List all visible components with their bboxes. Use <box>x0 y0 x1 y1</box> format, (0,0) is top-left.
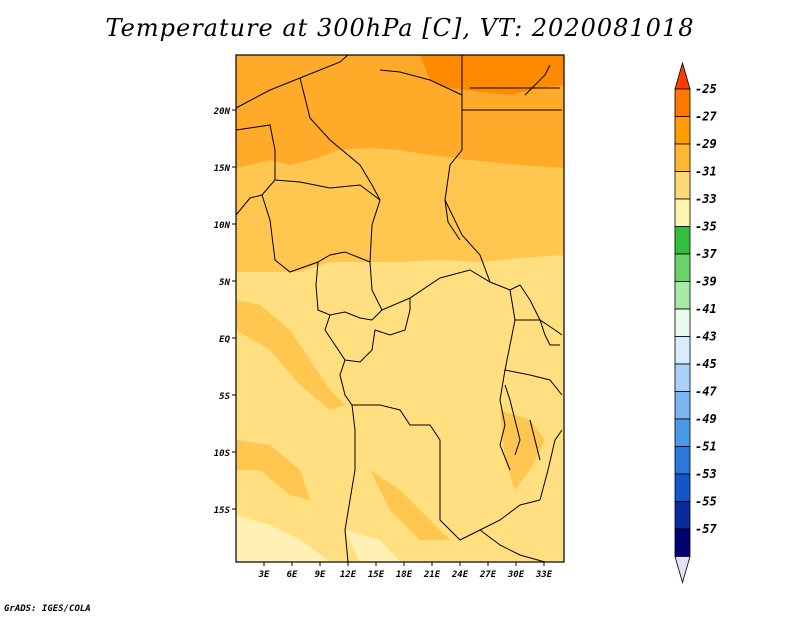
colorbar-segment <box>674 418 691 447</box>
border-drc-east <box>499 289 516 471</box>
border-tanzania <box>504 369 563 396</box>
border-niger <box>274 179 381 263</box>
colorbar-segment <box>674 88 691 117</box>
lon-label-6e: 6E <box>287 570 298 580</box>
colorbar-segment <box>674 281 691 310</box>
lon-label-9e: 9E <box>315 570 326 580</box>
colorbar: -25 -27 -29 -31 -33 -35 -37 -39 -41 -43 -45 -47 -49 -… <box>674 61 717 584</box>
lon-label-21e: 21E <box>423 570 441 580</box>
lat-label-5s: 5S <box>219 392 230 402</box>
lon-label-24e: 24E <box>451 570 469 580</box>
colorbar-label: -55 <box>695 495 717 509</box>
lat-label-eq: EQ <box>219 335 230 345</box>
field-streak-3 <box>370 470 450 540</box>
lat-label-20n: 20N <box>213 107 231 117</box>
field-streak-4 <box>500 410 545 490</box>
lat-label-10n: 10N <box>214 221 231 231</box>
colorbar-label: -41 <box>695 302 717 316</box>
border-egypt <box>461 55 562 111</box>
colorbar-segment <box>674 116 691 145</box>
border-red-sea <box>524 64 551 96</box>
lat-label-5n: 5N <box>219 278 230 288</box>
colorbar-label: -27 <box>695 110 717 124</box>
colorbar-segment <box>674 501 691 530</box>
border-libya-chad <box>379 69 463 241</box>
lon-label-30e: 30E <box>507 570 525 580</box>
lat-label-10s: 10S <box>214 449 231 459</box>
lat-label-15s: 15S <box>214 506 231 516</box>
grads-credit: GrADS: IGES/COLA <box>4 604 91 614</box>
lon-label-33e: 33E <box>535 570 553 580</box>
colorbar-label: -35 <box>695 220 717 234</box>
temperature-fields <box>236 55 564 562</box>
lon-label-12e: 12E <box>340 570 357 580</box>
colorbar-segment <box>674 391 691 420</box>
border-mozambique <box>539 429 563 501</box>
plot-frame <box>235 54 565 563</box>
lon-label-18e: 18E <box>396 570 413 580</box>
colorbar-segment <box>674 226 691 255</box>
map-title: Temperature at 300hPa [C], VT: 202008101… <box>105 14 695 42</box>
border-drc-west <box>339 359 441 470</box>
colorbar-segment <box>674 253 691 282</box>
colorbar-label: -43 <box>695 330 717 344</box>
colorbar-label: -51 <box>695 440 717 454</box>
colorbar-segment <box>674 171 691 200</box>
lon-label-27e: 27E <box>479 570 497 580</box>
field-streak-1 <box>236 300 345 410</box>
border-chad-sudan <box>444 199 491 283</box>
colorbar-segment <box>674 363 691 392</box>
colorbar-label: -25 <box>695 82 717 96</box>
colorbar-segment <box>674 198 691 227</box>
field-band-27 <box>420 55 564 95</box>
border-nigeria <box>261 194 371 273</box>
colorbar-label: -57 <box>695 522 717 536</box>
lon-label-3e: 3E <box>258 570 270 580</box>
field-band-35b <box>345 530 400 562</box>
field-band-35 <box>236 515 330 562</box>
border-lake-1 <box>504 384 521 456</box>
colorbar-segment <box>674 473 691 502</box>
border-lake-2 <box>529 419 541 461</box>
colorbar-label: -39 <box>695 275 717 289</box>
border-angola <box>344 404 356 563</box>
country-borders <box>235 54 563 563</box>
colorbar-label: -33 <box>695 192 717 206</box>
colorbar-top-arrow <box>674 61 691 90</box>
colorbar-label: -47 <box>695 385 717 399</box>
colorbar-segment <box>674 446 691 475</box>
colorbar-segment <box>674 308 691 337</box>
lon-label-15e: 15E <box>368 570 385 580</box>
border-east-lakes <box>519 284 560 346</box>
lat-label-15n: 15N <box>214 164 231 174</box>
colorbar-segment <box>674 336 691 365</box>
colorbar-label: -53 <box>695 467 717 481</box>
border-zimbabwe <box>479 529 546 563</box>
colorbar-label: -29 <box>695 137 717 151</box>
colorbar-label: -31 <box>695 165 717 179</box>
border-car <box>369 261 521 311</box>
colorbar-segment <box>674 528 691 557</box>
latitude-axis: 20N 15N 10N 5N EQ 5S 10S 15S <box>213 107 236 516</box>
colorbar-label: -49 <box>695 412 717 426</box>
border-cameroon <box>315 261 383 321</box>
colorbar-segment <box>674 143 691 172</box>
colorbar-bottom-arrow <box>674 556 691 584</box>
colorbar-label: -45 <box>695 357 717 371</box>
border-north-2 <box>299 77 381 201</box>
field-streak-2 <box>236 440 310 500</box>
colorbar-label: -37 <box>695 247 717 261</box>
longitude-axis: 3E 6E 9E 12E 15E 18E 21E 24E 27E 30E 33E <box>258 562 553 580</box>
border-uganda <box>515 319 563 336</box>
border-congo <box>374 298 411 336</box>
